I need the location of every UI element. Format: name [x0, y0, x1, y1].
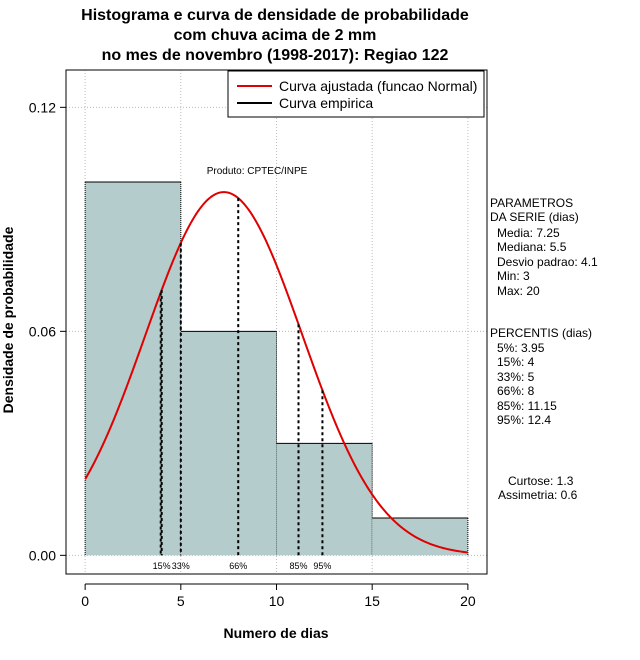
percentil-33: 33%: 5 [497, 370, 535, 384]
legend-label-empirical: Curva empirica [279, 95, 373, 111]
param-media: Media: 7.25 [497, 226, 560, 240]
percentis-header: PERCENTIS (dias) [490, 326, 593, 340]
percentile-label-1: 15% [153, 561, 171, 571]
chart-title-line-2: com chuva acima de 2 mm [173, 27, 377, 44]
x-tick-label-3: 15 [364, 593, 380, 609]
histogram-bar-2 [276, 443, 373, 556]
axis-layer: 0 5 10 15 20 0.00 0.06 0.12 [29, 69, 488, 609]
y-axis-label: Densidade de probabilidade [0, 226, 16, 413]
percentil-66: 66%: 8 [497, 384, 535, 398]
params-header-line-1: PARAMETROS [490, 196, 574, 210]
assimetria-value: Assimetria: 0.6 [498, 488, 578, 502]
curtose-value: Curtose: 1.3 [508, 474, 574, 488]
percentile-label-2: 33% [172, 561, 190, 571]
legend-label-fitted: Curva ajustada (funcao Normal) [279, 78, 477, 94]
percentile-label-5: 95% [313, 561, 331, 571]
percentile-lines-layer: 15% 33% 66% 85% 95% [153, 198, 331, 571]
x-tick-label-1: 5 [177, 593, 185, 609]
watermark-text: Produto: CPTEC/INPE [207, 166, 308, 177]
percentil-5: 5%: 3.95 [497, 341, 545, 355]
param-min: Min: 3 [497, 269, 530, 283]
param-mediana: Mediana: 5.5 [497, 240, 567, 254]
y-tick-label-2: 0.12 [29, 99, 56, 115]
param-desvio: Desvio padrao: 4.1 [497, 255, 598, 269]
y-tick-label-0: 0.00 [29, 547, 56, 563]
histogram-bar-1 [180, 331, 277, 556]
percentil-95: 95%: 12.4 [497, 413, 552, 427]
legend: Curva ajustada (funcao Normal) Curva emp… [227, 70, 485, 118]
percentil-15: 15%: 4 [497, 355, 535, 369]
percentile-label-4: 85% [289, 561, 307, 571]
x-tick-label-2: 10 [269, 593, 285, 609]
chart-title-line-1: Histograma e curva de densidade de proba… [81, 7, 469, 24]
percentile-label-3: 66% [229, 561, 247, 571]
x-axis-label: Numero de dias [223, 625, 328, 641]
params-header-line-2: DA SERIE (dias) [490, 210, 579, 224]
legend-box [227, 70, 485, 118]
x-tick-label-0: 0 [81, 593, 89, 609]
percentil-85: 85%: 11.15 [497, 399, 557, 413]
param-max: Max: 20 [497, 284, 540, 298]
chart-title-line-3: no mes de novembro (1998-2017): Regiao 1… [101, 47, 449, 64]
normal-fit-curve [84, 191, 468, 554]
y-tick-label-1: 0.06 [29, 323, 56, 339]
x-tick-label-4: 20 [460, 593, 476, 609]
curve-layer [84, 191, 468, 554]
